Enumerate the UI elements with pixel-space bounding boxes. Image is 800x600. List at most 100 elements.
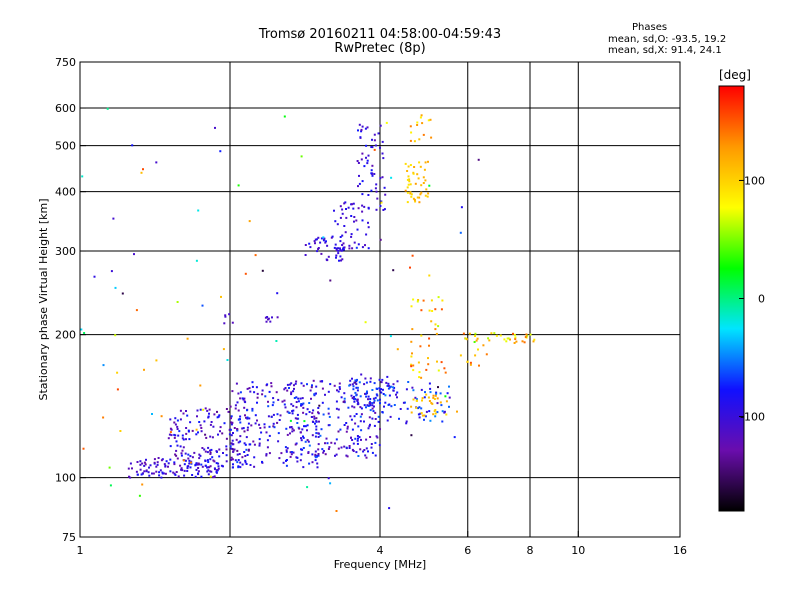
- data-point: [396, 391, 399, 394]
- data-point: [469, 361, 472, 364]
- data-point: [523, 341, 526, 344]
- data-point: [371, 164, 374, 167]
- data-point: [285, 449, 288, 452]
- data-point: [427, 357, 429, 360]
- data-point: [420, 376, 423, 379]
- data-point: [225, 448, 228, 451]
- data-point: [386, 384, 389, 387]
- data-point: [420, 407, 423, 410]
- data-point: [327, 407, 330, 410]
- data-point: [359, 415, 362, 418]
- data-point: [201, 447, 204, 449]
- data-point: [415, 398, 418, 401]
- data-point: [169, 431, 172, 434]
- data-point: [381, 176, 384, 179]
- data-point: [326, 442, 329, 445]
- data-point: [315, 392, 317, 395]
- data-point: [344, 231, 347, 234]
- data-point: [292, 404, 295, 407]
- data-point: [366, 126, 369, 129]
- data-point: [392, 389, 395, 392]
- data-point: [327, 390, 330, 393]
- data-point: [339, 428, 342, 431]
- data-point: [279, 414, 282, 417]
- data-point: [205, 436, 208, 439]
- data-point: [427, 396, 430, 399]
- data-point: [351, 428, 354, 431]
- data-point: [476, 337, 479, 340]
- data-point: [482, 344, 485, 347]
- data-point: [186, 337, 189, 340]
- data-point: [247, 449, 250, 452]
- data-point: [406, 201, 409, 204]
- data-point: [174, 423, 177, 426]
- data-point: [352, 442, 355, 445]
- data-point: [214, 126, 216, 129]
- data-point: [196, 415, 198, 418]
- data-point: [361, 152, 364, 155]
- data-point: [407, 165, 410, 168]
- data-point: [392, 386, 394, 389]
- data-point: [315, 432, 318, 435]
- data-point: [417, 361, 420, 364]
- data-point: [149, 464, 152, 467]
- data-point: [258, 444, 261, 447]
- data-point: [301, 397, 304, 400]
- data-point: [373, 173, 376, 175]
- data-point: [241, 427, 244, 430]
- data-point: [156, 463, 159, 466]
- data-point: [410, 131, 413, 134]
- data-point: [339, 240, 342, 243]
- data-point: [270, 382, 273, 385]
- data-point: [453, 436, 456, 439]
- data-point: [436, 411, 439, 414]
- data-point: [302, 447, 305, 449]
- data-point: [288, 387, 290, 389]
- data-point: [355, 383, 358, 386]
- x-tick-label: 8: [527, 544, 534, 557]
- data-point: [374, 411, 377, 414]
- data-point: [236, 461, 239, 464]
- data-point: [341, 234, 344, 237]
- data-point: [186, 470, 189, 472]
- data-point: [229, 405, 232, 408]
- data-point: [177, 434, 180, 437]
- data-point: [237, 459, 240, 461]
- data-point: [217, 465, 220, 468]
- data-point: [212, 476, 215, 479]
- data-point: [383, 405, 385, 408]
- data-point: [345, 447, 348, 450]
- data-point: [369, 377, 372, 380]
- data-point: [356, 400, 359, 402]
- data-point: [197, 472, 199, 475]
- data-point: [364, 127, 367, 130]
- data-point: [370, 446, 373, 449]
- data-point: [337, 430, 340, 433]
- data-point: [337, 247, 340, 250]
- data-point: [368, 402, 371, 405]
- chart-title-line1: Tromsø 20160211 04:58:00-04:59:43: [258, 27, 502, 42]
- data-point: [237, 441, 240, 444]
- data-point: [218, 414, 221, 417]
- data-point: [314, 422, 316, 425]
- data-point: [204, 450, 207, 453]
- data-point: [428, 382, 431, 385]
- data-point: [416, 173, 419, 176]
- data-point: [412, 398, 415, 401]
- data-point: [143, 368, 145, 371]
- data-point: [337, 408, 340, 411]
- data-point: [319, 241, 322, 244]
- data-point: [388, 394, 391, 397]
- data-point: [419, 412, 422, 415]
- data-point: [245, 436, 248, 439]
- data-point: [243, 442, 246, 445]
- data-point: [493, 332, 496, 335]
- data-point: [121, 292, 124, 295]
- data-point: [289, 426, 291, 429]
- data-point: [350, 436, 352, 439]
- data-point: [375, 393, 378, 396]
- data-point: [370, 189, 373, 192]
- data-point: [147, 471, 150, 474]
- data-point: [314, 455, 317, 458]
- data-point: [285, 427, 288, 430]
